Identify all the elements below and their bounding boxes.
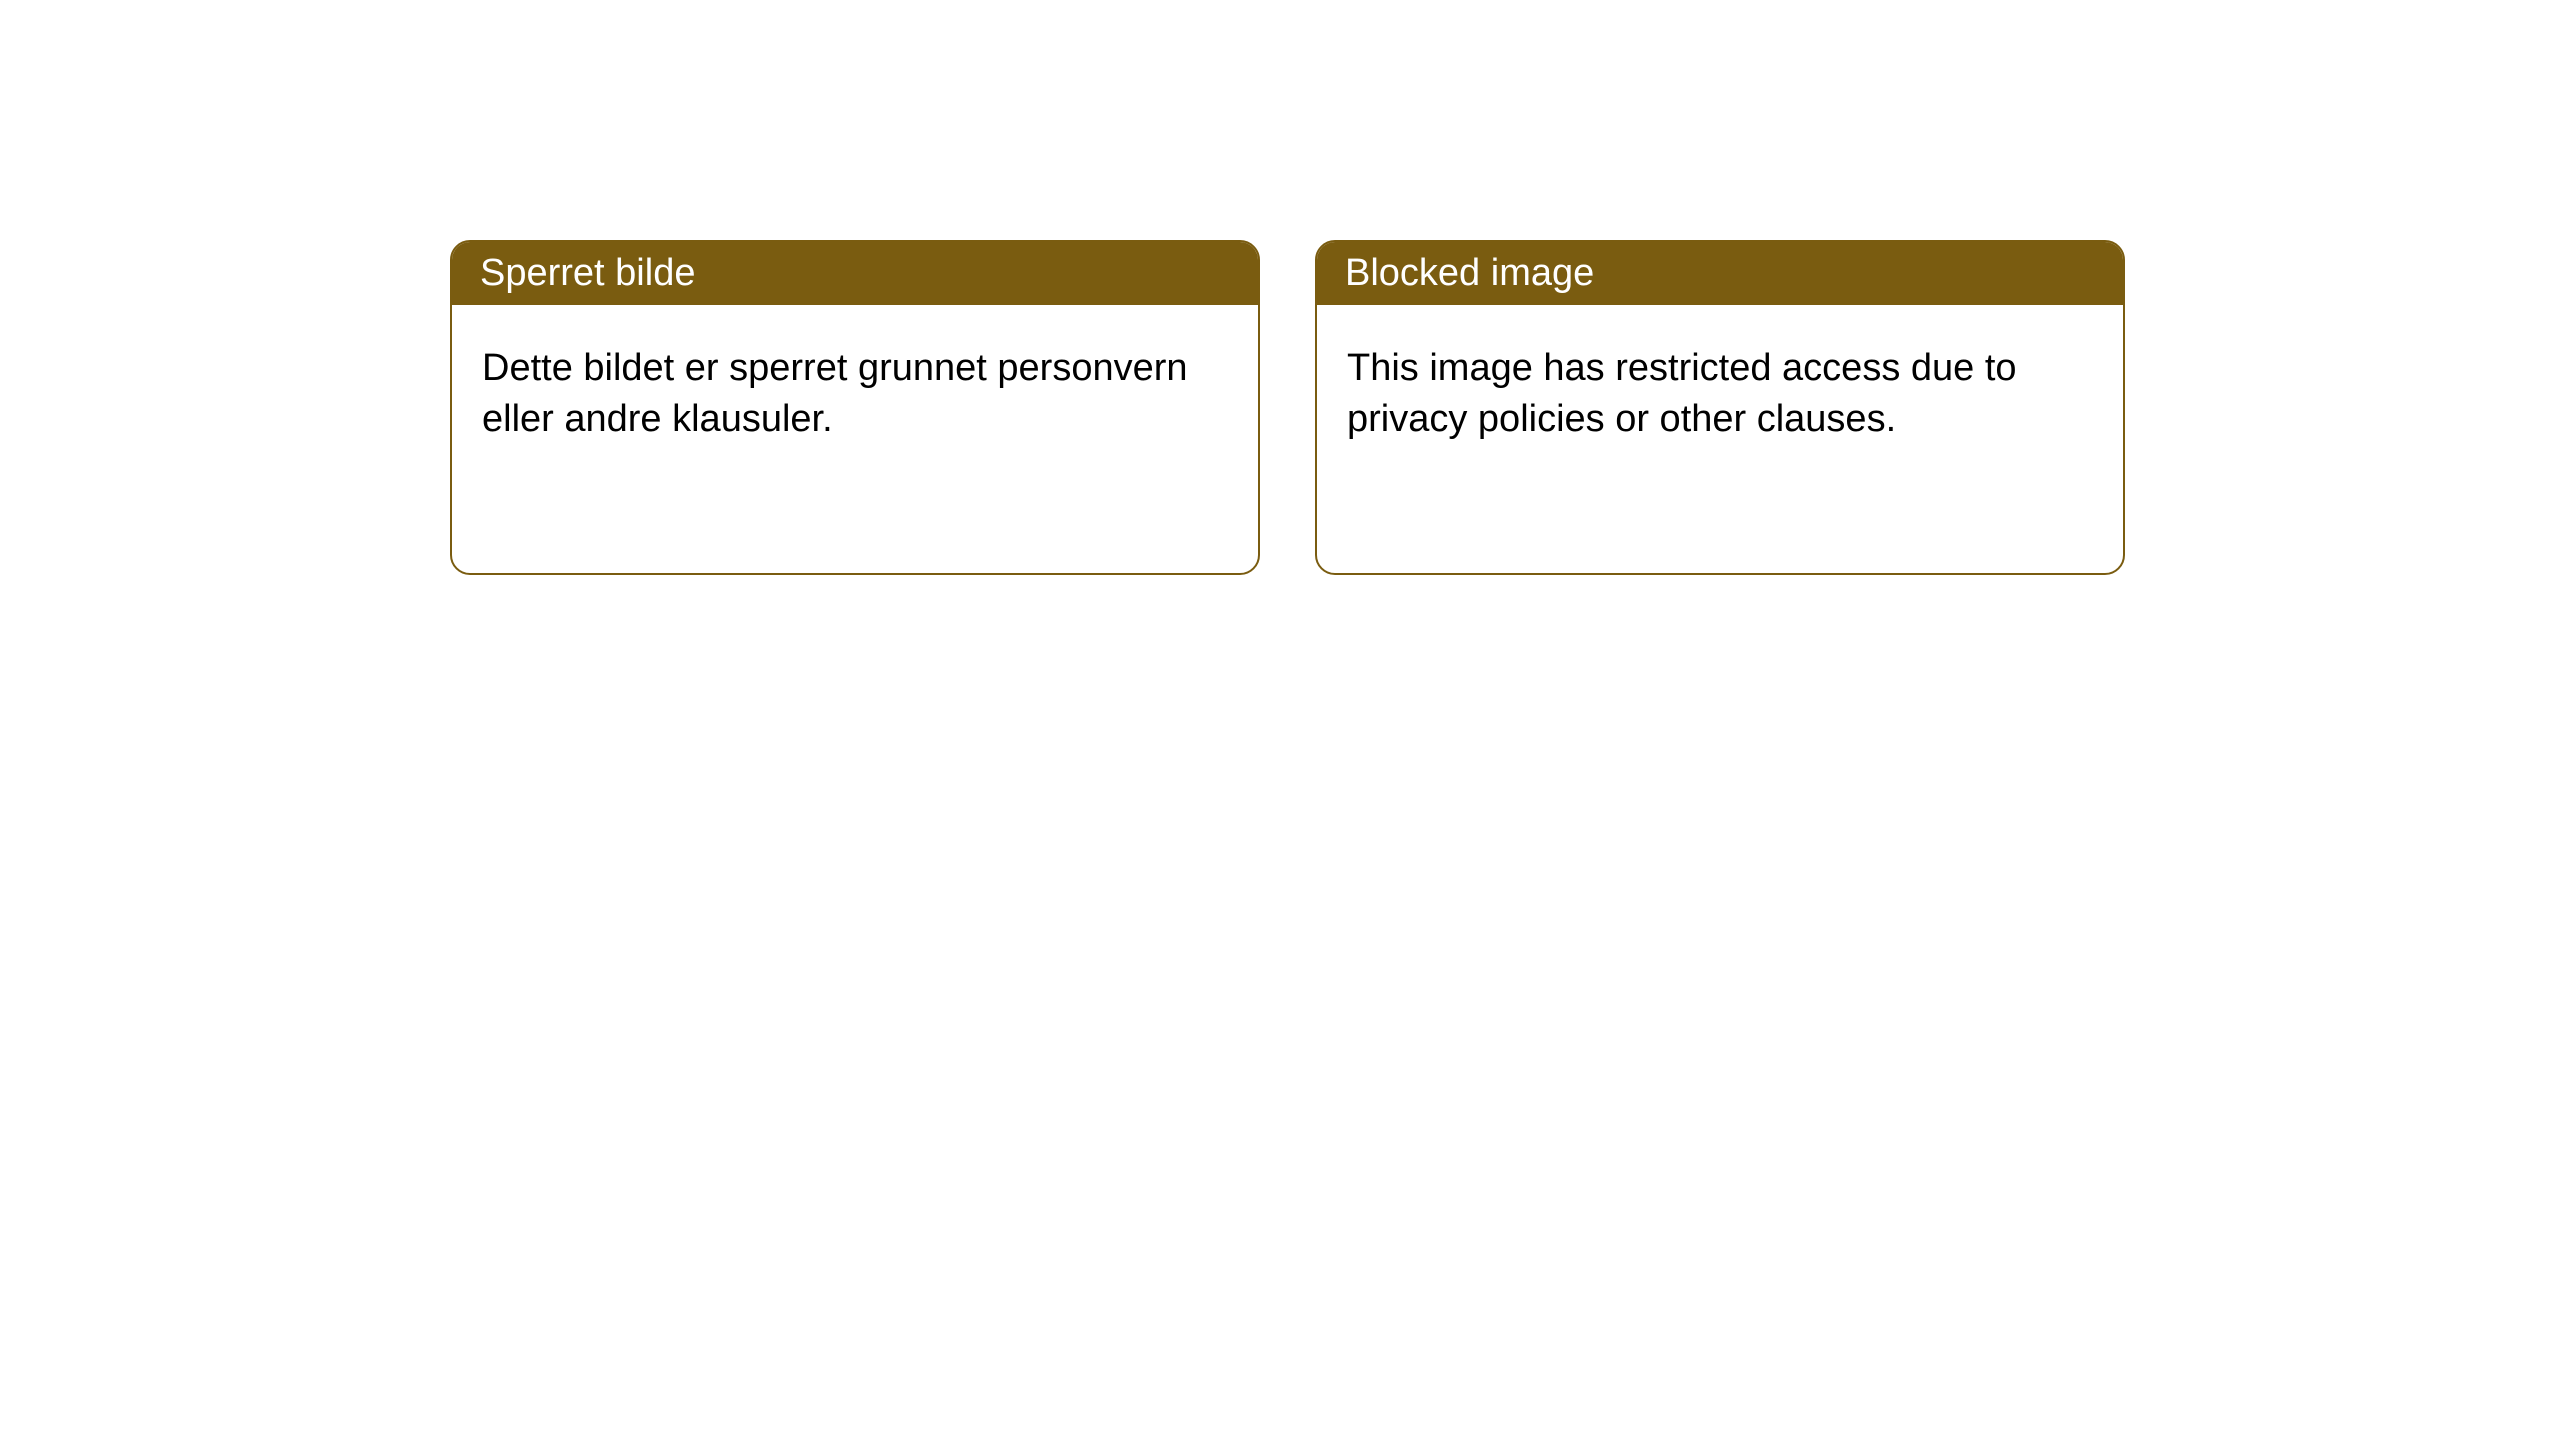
- notice-title-en: Blocked image: [1317, 242, 2123, 305]
- notice-body-no: Dette bildet er sperret grunnet personve…: [452, 305, 1258, 484]
- notice-title-no: Sperret bilde: [452, 242, 1258, 305]
- notice-card-en: Blocked image This image has restricted …: [1315, 240, 2125, 575]
- notice-container: Sperret bilde Dette bildet er sperret gr…: [450, 240, 2125, 575]
- notice-card-no: Sperret bilde Dette bildet er sperret gr…: [450, 240, 1260, 575]
- notice-body-en: This image has restricted access due to …: [1317, 305, 2123, 484]
